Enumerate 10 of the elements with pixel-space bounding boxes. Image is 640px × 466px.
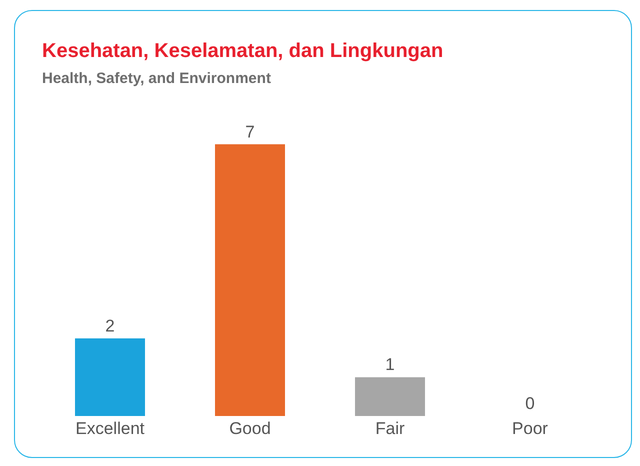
data-label: 2 [105, 316, 115, 336]
data-label: 0 [525, 394, 535, 413]
x-tick-label: Poor [512, 419, 548, 438]
data-label: 7 [245, 122, 255, 142]
x-tick-label: Good [229, 419, 271, 438]
x-tick-label: Fair [375, 419, 405, 438]
chart-subtitle: Health, Safety, and Environment [42, 70, 271, 87]
data-label: 1 [385, 355, 395, 374]
chart-title: Kesehatan, Keselamatan, dan Lingkungan [42, 40, 444, 63]
x-tick-label: Excellent [76, 419, 145, 438]
